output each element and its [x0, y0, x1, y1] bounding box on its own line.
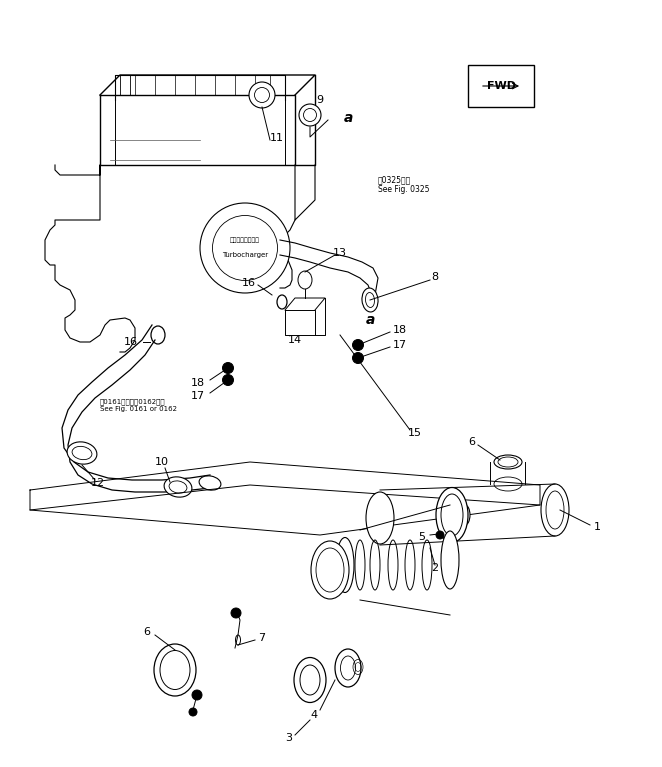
Ellipse shape	[164, 477, 192, 497]
Text: 図0325参照
See Fig. 0325: 図0325参照 See Fig. 0325	[378, 175, 430, 194]
Ellipse shape	[298, 271, 312, 289]
Ellipse shape	[541, 484, 569, 536]
Text: a: a	[344, 111, 353, 125]
Text: 17: 17	[393, 340, 407, 350]
Text: 5: 5	[418, 532, 425, 542]
Text: 14: 14	[288, 335, 302, 345]
Ellipse shape	[249, 82, 275, 108]
Ellipse shape	[335, 649, 361, 687]
Text: 1: 1	[594, 522, 601, 532]
Text: a: a	[365, 313, 375, 327]
Text: 図0161または図0162参照
See Fig. 0161 or 0162: 図0161または図0162参照 See Fig. 0161 or 0162	[100, 398, 177, 412]
Ellipse shape	[336, 538, 354, 592]
Circle shape	[231, 608, 241, 618]
Text: Turbocharger: Turbocharger	[222, 252, 268, 258]
Text: 8: 8	[432, 272, 438, 282]
Text: 13: 13	[333, 248, 347, 258]
Text: 4: 4	[311, 710, 318, 720]
Text: 10: 10	[155, 457, 169, 467]
Circle shape	[192, 690, 202, 700]
Text: 18: 18	[393, 325, 407, 335]
Text: 12: 12	[91, 478, 105, 488]
Circle shape	[222, 374, 234, 386]
Text: 11: 11	[270, 133, 284, 143]
Ellipse shape	[67, 442, 97, 464]
Text: 17: 17	[191, 391, 205, 401]
Ellipse shape	[494, 455, 522, 469]
Ellipse shape	[200, 203, 290, 293]
Circle shape	[436, 531, 444, 539]
Text: ターボチャージャ: ターボチャージャ	[230, 237, 260, 243]
Text: 2: 2	[432, 563, 438, 573]
Text: 9: 9	[316, 95, 324, 105]
Ellipse shape	[154, 644, 196, 696]
Text: 6: 6	[143, 627, 150, 637]
Ellipse shape	[199, 476, 221, 490]
Ellipse shape	[299, 104, 321, 126]
Ellipse shape	[311, 541, 349, 599]
Ellipse shape	[366, 492, 394, 544]
Text: 15: 15	[408, 428, 422, 438]
Text: 16: 16	[124, 337, 138, 347]
Text: 7: 7	[258, 633, 265, 643]
Text: 16: 16	[242, 278, 256, 288]
Circle shape	[442, 528, 453, 538]
Circle shape	[352, 353, 363, 364]
Circle shape	[189, 708, 197, 716]
Text: 3: 3	[285, 733, 292, 743]
Ellipse shape	[436, 488, 468, 542]
Text: FWD: FWD	[487, 81, 516, 91]
Circle shape	[222, 363, 234, 374]
Circle shape	[352, 340, 363, 351]
Ellipse shape	[362, 288, 378, 312]
Text: 6: 6	[468, 437, 475, 447]
Ellipse shape	[294, 657, 326, 703]
Text: 18: 18	[191, 378, 205, 388]
Ellipse shape	[441, 531, 459, 589]
Ellipse shape	[460, 505, 470, 525]
